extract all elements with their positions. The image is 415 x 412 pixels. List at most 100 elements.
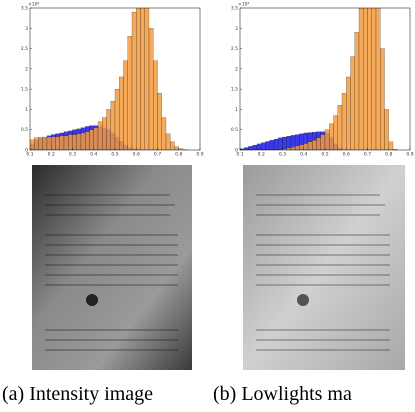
bar (161, 117, 167, 150)
bar (170, 141, 175, 150)
bar (312, 140, 317, 150)
bar (320, 134, 326, 150)
bar (131, 11, 137, 150)
y-tick-label: 1 (25, 107, 28, 113)
bar (380, 48, 385, 150)
bar (72, 134, 77, 150)
x-tick-label: 0.1 (236, 152, 243, 158)
y-tick-label: 1.5 (231, 87, 238, 93)
y-tick-label: 3.5 (21, 6, 28, 12)
x-tick-label: 0.2 (258, 152, 265, 158)
x-tick-label: 0.4 (90, 152, 97, 158)
bar (114, 89, 120, 150)
bar (354, 32, 360, 150)
x-tick-label: 0.5 (321, 152, 328, 158)
bar (102, 117, 107, 150)
bar (286, 147, 292, 150)
y-tick-label: 3 (25, 26, 28, 32)
bar (384, 109, 389, 150)
bar (144, 8, 150, 150)
bar (256, 143, 262, 150)
y-tick-label: 0 (25, 148, 28, 154)
bar (299, 144, 304, 150)
y-tick-label: 1.5 (21, 87, 28, 93)
x-tick-label: 0.3 (69, 152, 76, 158)
bar (333, 115, 338, 150)
x-tick-label: 0.8 (175, 152, 182, 158)
bar (68, 134, 73, 150)
caption: (a) Intensity image (2, 383, 153, 405)
bar (174, 146, 179, 150)
bar (42, 136, 48, 150)
bar (140, 8, 145, 150)
y-tick-label: 0.5 (231, 127, 238, 133)
bar (157, 93, 162, 150)
x-tick-label: 0.1 (26, 152, 33, 158)
bar (89, 129, 94, 150)
bar (93, 127, 99, 150)
x-tick-label: 0.4 (300, 152, 307, 158)
manuscript-image (32, 165, 192, 370)
x-tick-label: 0.2 (48, 152, 55, 158)
bar (244, 147, 249, 150)
y-tick-label: 2 (25, 66, 28, 72)
plot (240, 8, 398, 150)
bar (324, 129, 330, 150)
y-tick-label: 3.5 (231, 6, 238, 12)
bar (358, 8, 364, 150)
y-tick-label: 0.5 (21, 127, 28, 133)
bar (388, 141, 394, 150)
bar (261, 142, 266, 150)
x-tick-label: 0.6 (133, 152, 140, 158)
x-tick-label: 0.5 (111, 152, 118, 158)
bar (59, 135, 65, 150)
bar (337, 105, 343, 150)
y-tick-label: 3 (235, 26, 238, 32)
bar (273, 138, 279, 150)
bar (350, 56, 355, 150)
bar (346, 76, 351, 150)
manuscript-image (243, 165, 405, 370)
bar (153, 60, 158, 150)
bar (97, 121, 103, 150)
bar (341, 93, 347, 150)
bar (110, 101, 116, 150)
bar (363, 8, 368, 150)
bar (371, 8, 377, 150)
x-tick-label: 0.7 (364, 152, 371, 158)
bar (136, 8, 141, 150)
bar (367, 8, 372, 150)
bar (329, 123, 334, 150)
bar (148, 28, 154, 150)
bar (282, 136, 287, 150)
bar (51, 136, 56, 150)
y-tick-label: 2.5 (21, 46, 28, 52)
bar (265, 141, 270, 150)
x-tick-label: 0.6 (343, 152, 350, 158)
bar (290, 147, 296, 150)
bar (80, 132, 86, 150)
bar (303, 143, 309, 150)
bar (38, 137, 43, 150)
y-tick-label: 0 (235, 148, 238, 154)
bar (307, 141, 313, 150)
bar (85, 131, 90, 150)
bar (127, 36, 133, 150)
bar (76, 133, 82, 150)
bar (278, 137, 283, 150)
bar (375, 8, 381, 150)
axis-multiplier: ×10⁴ (238, 2, 249, 8)
x-tick-label: 0.9 (406, 152, 413, 158)
caption: (b) Lowlights ma (213, 383, 352, 405)
bar (295, 145, 300, 150)
bar (123, 60, 128, 150)
bar (55, 136, 60, 150)
bar (30, 139, 35, 150)
bar (119, 76, 124, 150)
plot (30, 8, 188, 150)
bar (269, 140, 275, 150)
bar (63, 135, 69, 150)
bar (252, 145, 258, 150)
